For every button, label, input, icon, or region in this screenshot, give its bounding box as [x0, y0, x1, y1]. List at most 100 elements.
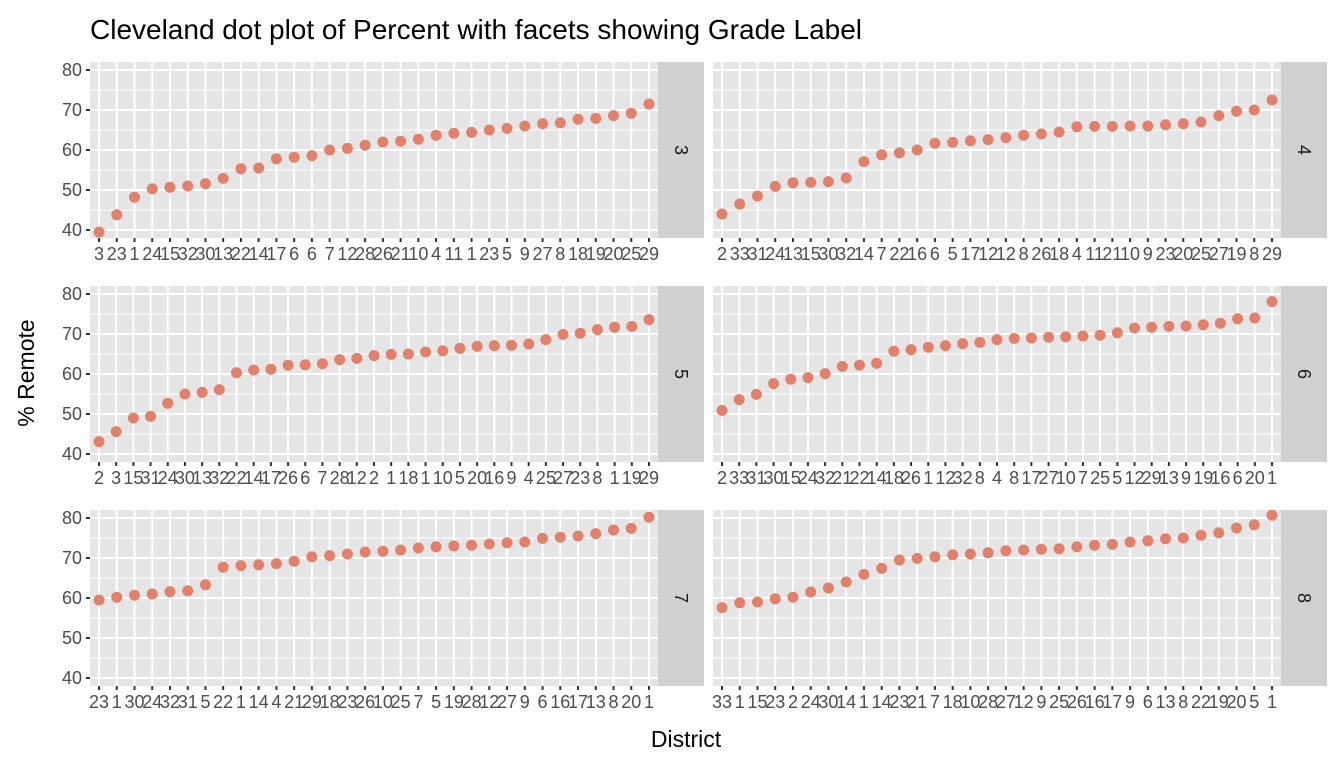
data-point — [248, 364, 260, 376]
data-point — [625, 522, 637, 534]
x-tick-label: 25 — [1090, 468, 1110, 488]
x-tick-label: 7 — [317, 468, 327, 488]
data-point — [145, 410, 157, 422]
x-tick-label: 3 — [94, 244, 104, 264]
data-point — [574, 327, 586, 339]
x-tick-label: 9 — [520, 692, 530, 712]
x-tick-label: 6 — [300, 468, 310, 488]
x-tick-label: 6 — [1143, 692, 1153, 712]
data-point — [1043, 331, 1055, 343]
x-tick-label: 19 — [622, 468, 642, 488]
x-tick-label: 1 — [610, 468, 620, 488]
data-point — [341, 142, 353, 154]
x-tick-label: 2 — [369, 468, 379, 488]
y-tick-label: 50 — [62, 628, 82, 648]
x-tick-label: 32 — [178, 244, 198, 264]
x-tick-label: 23 — [570, 468, 590, 488]
data-point — [876, 149, 888, 161]
x-tick-label: 13 — [586, 692, 606, 712]
data-point — [1146, 321, 1158, 333]
data-point — [982, 547, 994, 559]
x-tick-label: 8 — [975, 468, 985, 488]
data-point — [590, 112, 602, 124]
data-point — [1053, 543, 1065, 555]
x-tick-label: 22 — [213, 692, 233, 712]
x-tick-label: 6 — [1233, 468, 1243, 488]
x-tick-label: 31 — [141, 468, 161, 488]
data-point — [93, 436, 105, 448]
data-point — [501, 537, 513, 549]
data-point — [751, 190, 763, 202]
x-tick-label: 8 — [1178, 692, 1188, 712]
data-point — [316, 358, 328, 370]
data-point — [146, 183, 158, 195]
facet-strip-label: 8 — [1294, 593, 1314, 603]
x-tick-label: 23 — [1156, 244, 1176, 264]
data-point — [929, 551, 941, 563]
x-tick-label: 12 — [978, 244, 998, 264]
x-tick-label: 7 — [877, 244, 887, 264]
x-tick-label: 14 — [872, 692, 892, 712]
x-tick-label: 7 — [325, 244, 335, 264]
data-point — [306, 150, 318, 162]
data-point — [1025, 332, 1037, 344]
x-tick-label: 30 — [764, 468, 784, 488]
data-point — [454, 342, 466, 354]
data-point — [1213, 110, 1225, 122]
data-point — [395, 135, 407, 147]
x-tick-label: 13 — [213, 244, 233, 264]
y-tick-label: 40 — [62, 444, 82, 464]
data-point — [854, 359, 865, 371]
data-point — [590, 528, 602, 540]
x-tick-label: 14 — [249, 692, 269, 712]
data-point — [858, 568, 870, 580]
y-tick-label: 40 — [62, 668, 82, 688]
data-point — [1089, 120, 1101, 132]
data-point — [395, 544, 407, 556]
x-tick-label: 7 — [930, 692, 940, 712]
x-tick-label: 18 — [884, 468, 904, 488]
data-point — [1077, 330, 1089, 342]
data-point — [128, 191, 140, 203]
data-point — [199, 178, 211, 190]
data-point — [377, 545, 389, 557]
facet-strip — [658, 510, 704, 686]
x-tick-label: 10 — [1056, 468, 1076, 488]
x-tick-label: 10 — [373, 692, 393, 712]
x-tick-label: 14 — [244, 468, 264, 488]
x-tick-label: 10 — [433, 468, 453, 488]
data-point — [643, 511, 655, 523]
x-tick-label: 17 — [261, 468, 281, 488]
x-tick-label: 20 — [621, 692, 641, 712]
x-tick-label: 20 — [1227, 692, 1247, 712]
data-point — [146, 588, 158, 600]
x-tick-label: 16 — [484, 468, 504, 488]
x-tick-label: 21 — [391, 244, 411, 264]
x-tick-label: 1 — [421, 468, 431, 488]
x-tick-label: 32 — [836, 244, 856, 264]
data-point — [235, 163, 247, 175]
x-tick-label: 30 — [818, 244, 838, 264]
data-point — [734, 597, 746, 609]
data-point — [299, 359, 311, 371]
data-point — [922, 341, 934, 353]
data-point — [643, 98, 655, 110]
x-tick-label: 22 — [231, 244, 251, 264]
x-tick-label: 10 — [1120, 244, 1140, 264]
x-tick-label: 25 — [1191, 244, 1211, 264]
data-point — [430, 541, 442, 553]
x-tick-label: 30 — [175, 468, 195, 488]
data-point — [625, 107, 637, 119]
x-tick-label: 11 — [444, 244, 463, 264]
x-tick-label: 30 — [124, 692, 144, 712]
x-tick-label: 26 — [901, 468, 921, 488]
x-tick-label: 8 — [609, 692, 619, 712]
data-point — [523, 338, 535, 350]
x-tick-label: 33 — [730, 244, 750, 264]
data-point — [1266, 509, 1278, 521]
x-tick-label: 6 — [538, 692, 548, 712]
data-point — [111, 209, 123, 221]
data-point — [982, 134, 994, 146]
x-tick-label: 15 — [123, 468, 143, 488]
